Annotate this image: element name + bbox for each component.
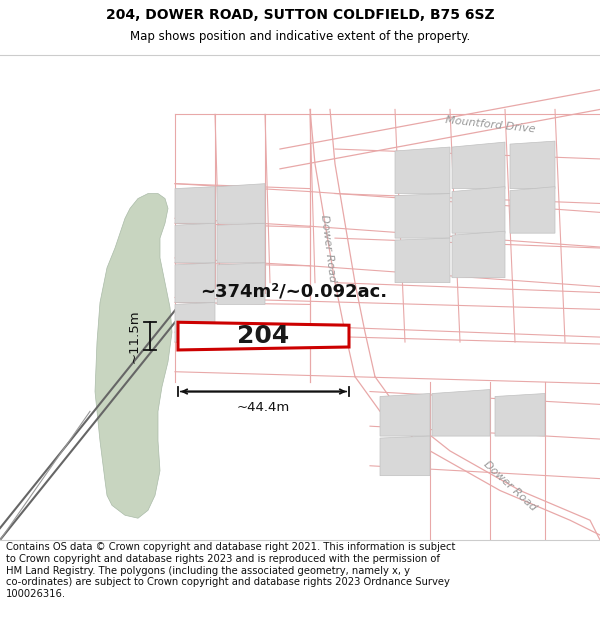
Polygon shape bbox=[452, 142, 505, 189]
Polygon shape bbox=[510, 187, 555, 233]
Text: 204: 204 bbox=[238, 324, 290, 348]
Polygon shape bbox=[395, 147, 450, 194]
Polygon shape bbox=[395, 238, 450, 282]
Text: ~44.4m: ~44.4m bbox=[237, 401, 290, 414]
Polygon shape bbox=[452, 187, 505, 233]
Polygon shape bbox=[395, 194, 450, 238]
Text: Dower Road: Dower Road bbox=[482, 459, 538, 512]
Polygon shape bbox=[95, 194, 172, 518]
Polygon shape bbox=[217, 223, 265, 263]
Polygon shape bbox=[178, 322, 349, 350]
Polygon shape bbox=[510, 141, 555, 189]
Polygon shape bbox=[175, 187, 215, 223]
Polygon shape bbox=[380, 436, 430, 476]
Text: Map shows position and indicative extent of the property.: Map shows position and indicative extent… bbox=[130, 30, 470, 43]
Text: Mountford Drive: Mountford Drive bbox=[445, 114, 536, 134]
Text: Contains OS data © Crown copyright and database right 2021. This information is : Contains OS data © Crown copyright and d… bbox=[6, 542, 455, 599]
Polygon shape bbox=[432, 389, 490, 436]
Polygon shape bbox=[175, 263, 215, 302]
Text: 204, DOWER ROAD, SUTTON COLDFIELD, B75 6SZ: 204, DOWER ROAD, SUTTON COLDFIELD, B75 6… bbox=[106, 8, 494, 22]
Text: ~374m²/~0.092ac.: ~374m²/~0.092ac. bbox=[200, 282, 387, 301]
Text: ~11.5m: ~11.5m bbox=[128, 309, 141, 363]
Polygon shape bbox=[217, 184, 265, 223]
Polygon shape bbox=[175, 223, 215, 263]
Text: Dower Road: Dower Road bbox=[319, 214, 337, 282]
Polygon shape bbox=[495, 394, 545, 436]
Polygon shape bbox=[217, 263, 265, 304]
Polygon shape bbox=[380, 394, 430, 436]
Polygon shape bbox=[175, 302, 215, 342]
Polygon shape bbox=[452, 231, 505, 278]
